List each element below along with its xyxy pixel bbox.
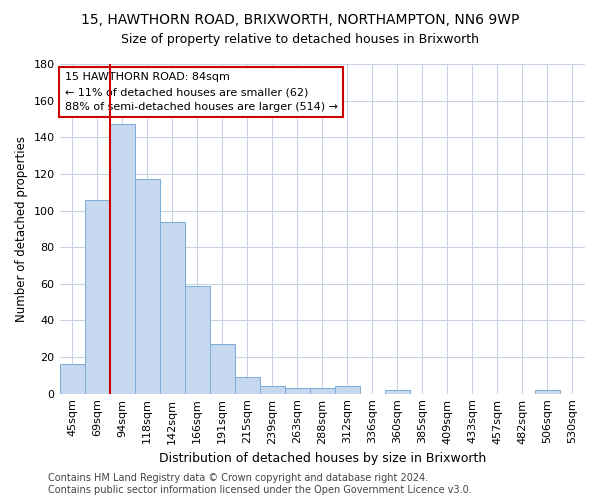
Text: 15, HAWTHORN ROAD, BRIXWORTH, NORTHAMPTON, NN6 9WP: 15, HAWTHORN ROAD, BRIXWORTH, NORTHAMPTO… xyxy=(81,12,519,26)
Bar xyxy=(260,386,285,394)
Bar xyxy=(160,222,185,394)
Bar xyxy=(335,386,360,394)
Bar xyxy=(59,364,85,394)
Bar xyxy=(285,388,310,394)
Bar xyxy=(185,286,209,394)
Bar xyxy=(134,180,160,394)
Y-axis label: Number of detached properties: Number of detached properties xyxy=(15,136,28,322)
Bar xyxy=(110,124,134,394)
Text: Contains HM Land Registry data © Crown copyright and database right 2024.
Contai: Contains HM Land Registry data © Crown c… xyxy=(48,474,472,495)
Text: 15 HAWTHORN ROAD: 84sqm
← 11% of detached houses are smaller (62)
88% of semi-de: 15 HAWTHORN ROAD: 84sqm ← 11% of detache… xyxy=(65,72,338,112)
Bar xyxy=(209,344,235,394)
Bar xyxy=(310,388,335,394)
Bar xyxy=(235,377,260,394)
Bar xyxy=(535,390,560,394)
Text: Size of property relative to detached houses in Brixworth: Size of property relative to detached ho… xyxy=(121,32,479,46)
Bar xyxy=(85,200,110,394)
Bar xyxy=(385,390,410,394)
X-axis label: Distribution of detached houses by size in Brixworth: Distribution of detached houses by size … xyxy=(158,452,486,465)
